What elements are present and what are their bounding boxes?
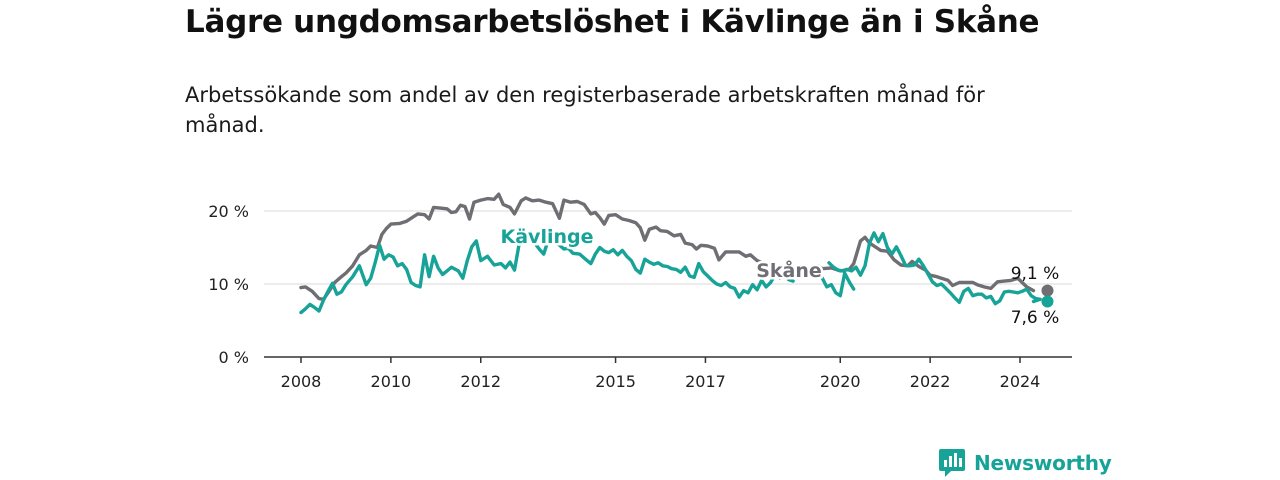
series-label-skane: Skåne bbox=[756, 258, 822, 282]
x-tick-label: 2012 bbox=[460, 372, 501, 391]
series-line-kavlinge bbox=[820, 271, 856, 298]
newsworthy-logo-icon bbox=[939, 449, 965, 477]
x-tick-label: 2017 bbox=[685, 372, 726, 391]
x-tick-label: 2008 bbox=[281, 372, 322, 391]
series-line-skane bbox=[299, 192, 766, 301]
end-marker-kavlinge bbox=[1041, 295, 1054, 308]
series-line-kavlinge bbox=[827, 231, 1042, 306]
chart-subtitle: Arbetssökande som andel av den registerb… bbox=[185, 83, 985, 137]
series-line-kavlinge bbox=[299, 239, 521, 315]
series-line-kavlinge bbox=[555, 241, 795, 299]
x-tick-label: 2010 bbox=[371, 372, 412, 391]
y-tick-label: 0 % bbox=[219, 348, 249, 367]
y-tick-label: 20 % bbox=[208, 202, 249, 221]
chart-title: Lägre ungdomsarbetslöshet i Kävlinge än … bbox=[185, 4, 1040, 40]
end-marker-skane bbox=[1041, 284, 1054, 297]
x-tick-label: 2020 bbox=[820, 372, 861, 391]
brand-name: Newsworthy bbox=[974, 451, 1112, 475]
y-tick-label: 10 % bbox=[208, 275, 249, 294]
x-tick-label: 2022 bbox=[910, 372, 951, 391]
end-label-skane: 9,1 % bbox=[1011, 264, 1060, 284]
x-tick-label: 2015 bbox=[595, 372, 636, 391]
series-label-kavlinge: Kävlinge bbox=[501, 226, 594, 248]
x-tick-label: 2024 bbox=[1000, 372, 1041, 391]
brand-logo[interactable]: Newsworthy bbox=[938, 448, 1112, 478]
series-line-kavlinge bbox=[528, 238, 550, 256]
end-label-kavlinge: 7,6 % bbox=[1011, 308, 1060, 328]
